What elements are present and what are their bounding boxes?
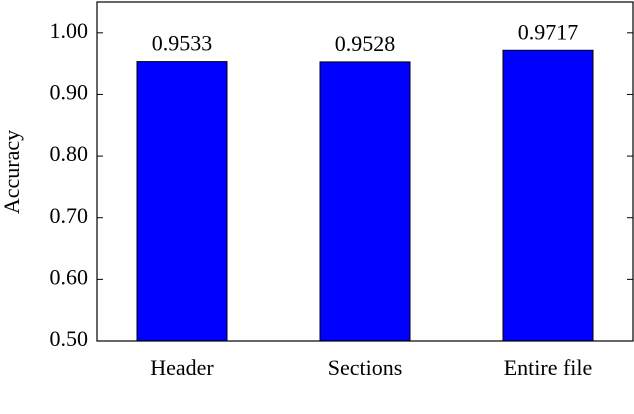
y-tick-label: 0.60 (50, 264, 89, 289)
data-label: 0.9533 (152, 31, 213, 56)
bar (319, 61, 411, 342)
plot-frame (96, 1, 634, 342)
y-tick-label: 1.00 (50, 18, 89, 43)
x-tick-label: Entire file (504, 355, 593, 380)
y-tick-label: 0.50 (50, 326, 89, 351)
bar (136, 61, 228, 342)
data-label: 0.9717 (518, 19, 579, 44)
y-tick-label: 0.70 (50, 203, 89, 228)
data-label: 0.9528 (335, 31, 396, 56)
x-tick-label: Sections (328, 355, 403, 380)
y-tick-label: 0.80 (50, 141, 89, 166)
y-axis-label: Accuracy (0, 130, 24, 214)
bar (502, 49, 594, 342)
y-tick-label: 0.90 (50, 80, 89, 105)
x-tick-label: Header (150, 355, 214, 380)
